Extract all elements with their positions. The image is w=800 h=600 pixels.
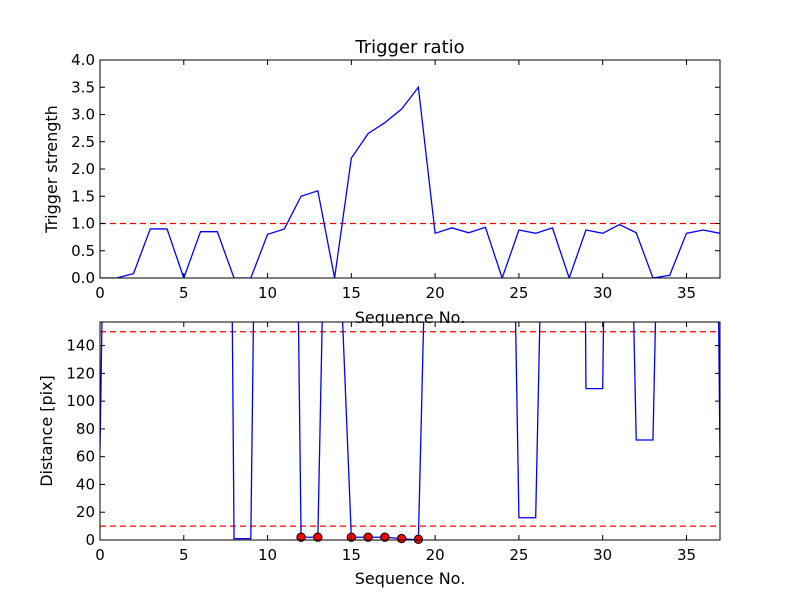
x-tick-label: 30 bbox=[593, 546, 612, 564]
data-point-marker bbox=[363, 532, 373, 542]
x-tick-label: 5 bbox=[179, 284, 189, 302]
y-tick-label: 20 bbox=[76, 503, 95, 521]
plot-clip-group bbox=[100, 85, 720, 278]
x-tick-label: 35 bbox=[677, 546, 696, 564]
x-tick-label: 10 bbox=[258, 546, 277, 564]
data-point-marker bbox=[396, 533, 407, 544]
bottom-y-axis-label: Distance [pix] bbox=[37, 375, 56, 487]
y-tick-label: 100 bbox=[66, 392, 95, 410]
y-tick-label: 4.0 bbox=[71, 51, 95, 69]
distance-plot-area: 0 5 10 15 20 25 30 35 0 20 40 60 80 100 120 140 bbox=[66, 321, 721, 564]
x-tick-label: 0 bbox=[95, 546, 105, 564]
x-tick-label: 10 bbox=[258, 284, 277, 302]
x-tick-label: 0 bbox=[95, 284, 105, 302]
distance-panel: 0 5 10 15 20 25 30 35 0 20 40 60 80 100 120 140 Sequenc… bbox=[37, 321, 721, 588]
y-tick-label: 0.5 bbox=[71, 242, 95, 260]
y-tick-label: 120 bbox=[66, 364, 95, 382]
y-tick-label: 60 bbox=[76, 448, 95, 466]
data-point-marker bbox=[313, 532, 323, 542]
top-y-axis-label: Trigger strength bbox=[42, 105, 61, 234]
x-tick-label: 35 bbox=[677, 284, 696, 302]
y-tick-label: 2.5 bbox=[71, 133, 95, 151]
x-tick-label: 20 bbox=[426, 284, 445, 302]
x-tick-label: 15 bbox=[342, 546, 361, 564]
plot-clip-group bbox=[100, 322, 720, 540]
data-point-marker bbox=[380, 532, 390, 542]
y-tick-label: 1.5 bbox=[71, 187, 95, 205]
y-tick-label: 0 bbox=[85, 531, 95, 549]
chart-title: Trigger ratio bbox=[354, 37, 464, 58]
y-tick-label: 40 bbox=[76, 475, 95, 493]
bottom-x-axis-label: Sequence No. bbox=[355, 569, 466, 588]
top-x-axis-label: Sequence No. bbox=[355, 308, 466, 327]
y-tick-label: 3.5 bbox=[71, 78, 95, 96]
x-tick-label: 20 bbox=[426, 546, 445, 564]
plot-frame bbox=[99, 321, 721, 541]
y-tick-label: 80 bbox=[76, 420, 95, 438]
x-tick-label: 30 bbox=[593, 284, 612, 302]
data-point-marker bbox=[413, 534, 424, 545]
x-tick-label: 25 bbox=[509, 284, 528, 302]
y-tick-label: 1.0 bbox=[71, 215, 95, 233]
x-tick-label: 15 bbox=[342, 284, 361, 302]
x-tick-label: 25 bbox=[509, 546, 528, 564]
data-point-marker bbox=[296, 532, 306, 542]
series-line bbox=[100, 85, 720, 278]
x-tick-label: 5 bbox=[179, 546, 189, 564]
y-tick-label: 3.0 bbox=[71, 106, 95, 124]
trigger-ratio-panel: Trigger ratio 0 5 10 15 20 25 30 35 0.0 0.5 1.0 1.5… bbox=[42, 37, 721, 327]
y-tick-label: 140 bbox=[66, 337, 95, 355]
trigger-ratio-plot-area: 0 5 10 15 20 25 30 35 0.0 0.5 1.0 1.5 2.0 2.5 3.0 3.5 4.… bbox=[71, 51, 721, 302]
y-tick-label: 0.0 bbox=[71, 269, 95, 287]
y-tick-label: 2.0 bbox=[71, 160, 95, 178]
